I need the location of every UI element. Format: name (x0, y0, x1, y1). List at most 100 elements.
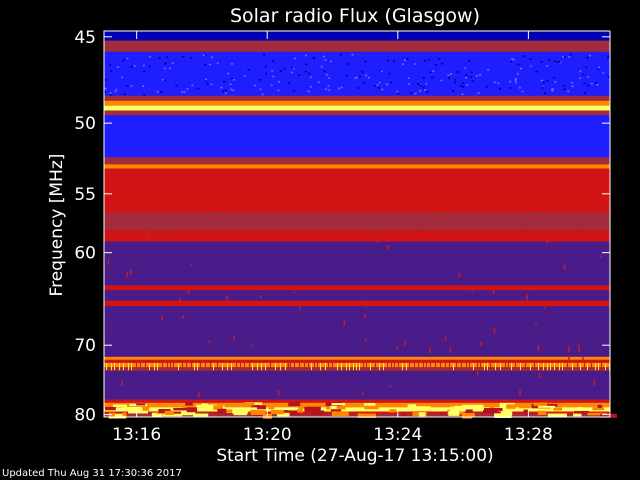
noise-fleck (365, 300, 368, 308)
burst-blob (253, 412, 273, 418)
noise-dot (114, 90, 117, 93)
noise-dot (544, 92, 547, 95)
burst-blob (232, 408, 249, 414)
emission-hatch (449, 362, 450, 371)
emission-hatch (178, 362, 179, 371)
frequency-band-12 (104, 212, 610, 231)
emission-hatch (430, 362, 431, 371)
frequency-band-6 (104, 110, 610, 116)
burst-blob (537, 405, 555, 408)
noise-dot (542, 81, 545, 84)
noise-fleck (471, 284, 474, 292)
burst-blob (600, 413, 617, 418)
noise-fleck (563, 264, 566, 270)
burst-blob (354, 402, 360, 407)
burst-blob (123, 407, 141, 412)
noise-fleck (593, 379, 596, 386)
burst-blob (597, 404, 602, 408)
emission-hatch (387, 362, 388, 371)
noise-fleck (126, 271, 129, 277)
burst-blob (276, 412, 290, 417)
emission-hatch (375, 362, 376, 371)
noise-dot (529, 65, 532, 67)
noise-dot (388, 72, 391, 75)
noise-dot (485, 85, 488, 88)
noise-dot (387, 59, 390, 62)
noise-dot (607, 55, 610, 57)
emission-hatch (383, 362, 384, 371)
noise-fleck (435, 214, 438, 222)
noise-dot (514, 78, 517, 80)
emission-hatch (559, 362, 560, 371)
emission-hatch (484, 362, 485, 371)
noise-dot (305, 54, 307, 57)
emission-hatch (511, 362, 512, 371)
noise-dot (254, 84, 257, 87)
emission-hatch (577, 362, 578, 371)
burst-texture (104, 53, 617, 419)
emission-hatch (461, 362, 462, 371)
noise-dot (175, 84, 178, 87)
noise-fleck (533, 215, 536, 223)
noise-dot (278, 81, 281, 83)
burst-blob (573, 411, 582, 417)
noise-dot (554, 81, 557, 83)
noise-dot (142, 64, 145, 67)
emission-hatch (275, 362, 276, 371)
noise-dot (454, 81, 457, 84)
noise-dot (164, 63, 167, 65)
noise-dot (512, 58, 515, 61)
noise-fleck (145, 231, 147, 234)
emission-hatch (252, 362, 253, 371)
noise-dot (317, 81, 320, 83)
noise-dot (465, 77, 467, 79)
noise-dot (514, 81, 517, 84)
noise-dot (462, 82, 465, 84)
noise-dot (205, 80, 207, 82)
frequency-band-14 (104, 241, 610, 286)
noise-dot (596, 84, 599, 86)
noise-dot (559, 61, 562, 64)
noise-dot (264, 72, 267, 75)
noise-dot (465, 74, 468, 76)
noise-dot (578, 77, 581, 79)
burst-blob (242, 402, 255, 406)
emission-hatch (294, 362, 295, 371)
y-tick-label: 60 (74, 244, 96, 264)
noise-dot (552, 76, 555, 79)
noise-fleck (208, 340, 210, 343)
emission-hatch (356, 362, 357, 371)
frequency-band-11 (104, 180, 610, 213)
noise-fleck (260, 295, 262, 298)
burst-blob (449, 406, 466, 412)
noise-dot (272, 75, 275, 78)
noise-dot (461, 93, 464, 95)
frequency-band-13 (104, 230, 610, 242)
noise-dot (562, 56, 565, 58)
noise-dot (126, 85, 129, 87)
noise-dot (571, 85, 574, 88)
noise-fleck (404, 341, 406, 346)
burst-blob (128, 410, 148, 414)
burst-blob (544, 403, 558, 407)
emission-hatch (534, 362, 535, 371)
noise-fleck (519, 389, 521, 397)
burst-blob (196, 404, 215, 408)
noise-dot (418, 83, 421, 86)
noise-fleck (578, 344, 580, 351)
burst-blob (587, 412, 608, 416)
noise-dot (232, 79, 235, 81)
emission-hatch (508, 362, 509, 371)
emission-hatch (487, 362, 488, 371)
noise-dot (163, 67, 166, 70)
emission-hatch (453, 362, 454, 371)
emission-hatch (261, 362, 262, 371)
noise-dot (133, 65, 136, 67)
burst-blob (523, 409, 529, 415)
noise-dot (171, 62, 174, 64)
noise-fleck (107, 259, 110, 265)
noise-dot (211, 56, 213, 59)
x-tick-label: 13:16 (112, 425, 161, 445)
x-axis-label: Start Time (27-Aug-17 13:15:00) (216, 446, 493, 466)
noise-dot (404, 59, 406, 62)
